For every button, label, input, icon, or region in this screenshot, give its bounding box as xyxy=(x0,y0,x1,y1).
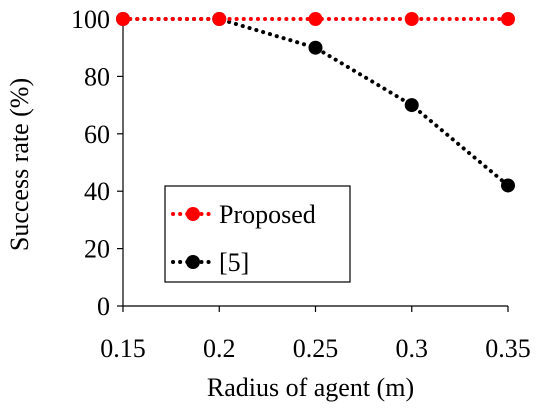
legend-label: Proposed xyxy=(219,200,316,229)
data-point xyxy=(308,40,323,55)
data-point xyxy=(404,98,419,113)
x-axis-title: Radius of agent (m) xyxy=(207,373,414,402)
legend-marker xyxy=(186,255,200,269)
x-ticks: 0.15 0.2 0.25 0.3 0.35 xyxy=(100,306,531,363)
x-tick-label: 0.2 xyxy=(203,334,236,363)
y-tick-label: 40 xyxy=(84,177,110,206)
data-point xyxy=(404,12,419,26)
data-point xyxy=(501,12,515,26)
data-point xyxy=(308,12,323,26)
legend-marker xyxy=(186,207,200,221)
x-tick-label: 0.15 xyxy=(100,334,146,363)
data-point xyxy=(116,12,130,26)
series-proposed xyxy=(116,12,515,26)
data-point xyxy=(212,12,227,26)
x-tick-label: 0.35 xyxy=(485,334,531,363)
series-5 xyxy=(116,12,515,193)
legend-box xyxy=(164,185,351,283)
y-ticks: 0 20 40 60 80 100 xyxy=(71,5,123,321)
legend-item: Proposed xyxy=(171,200,316,229)
y-tick-label: 80 xyxy=(84,62,110,91)
x-tick-label: 0.3 xyxy=(396,334,429,363)
x-tick-label: 0.25 xyxy=(293,334,339,363)
legend-label: [5] xyxy=(219,248,249,277)
data-point xyxy=(501,178,515,193)
y-tick-label: 20 xyxy=(84,235,110,264)
legend-items: Proposed [5] xyxy=(171,200,316,277)
y-tick-label: 100 xyxy=(71,5,110,34)
legend-item: [5] xyxy=(171,248,249,277)
y-tick-label: 60 xyxy=(84,120,110,149)
y-axis-title: Success rate (%) xyxy=(5,78,34,251)
y-tick-label: 0 xyxy=(97,292,110,321)
legend: Proposed [5] xyxy=(164,185,351,283)
series-layer xyxy=(116,12,515,193)
